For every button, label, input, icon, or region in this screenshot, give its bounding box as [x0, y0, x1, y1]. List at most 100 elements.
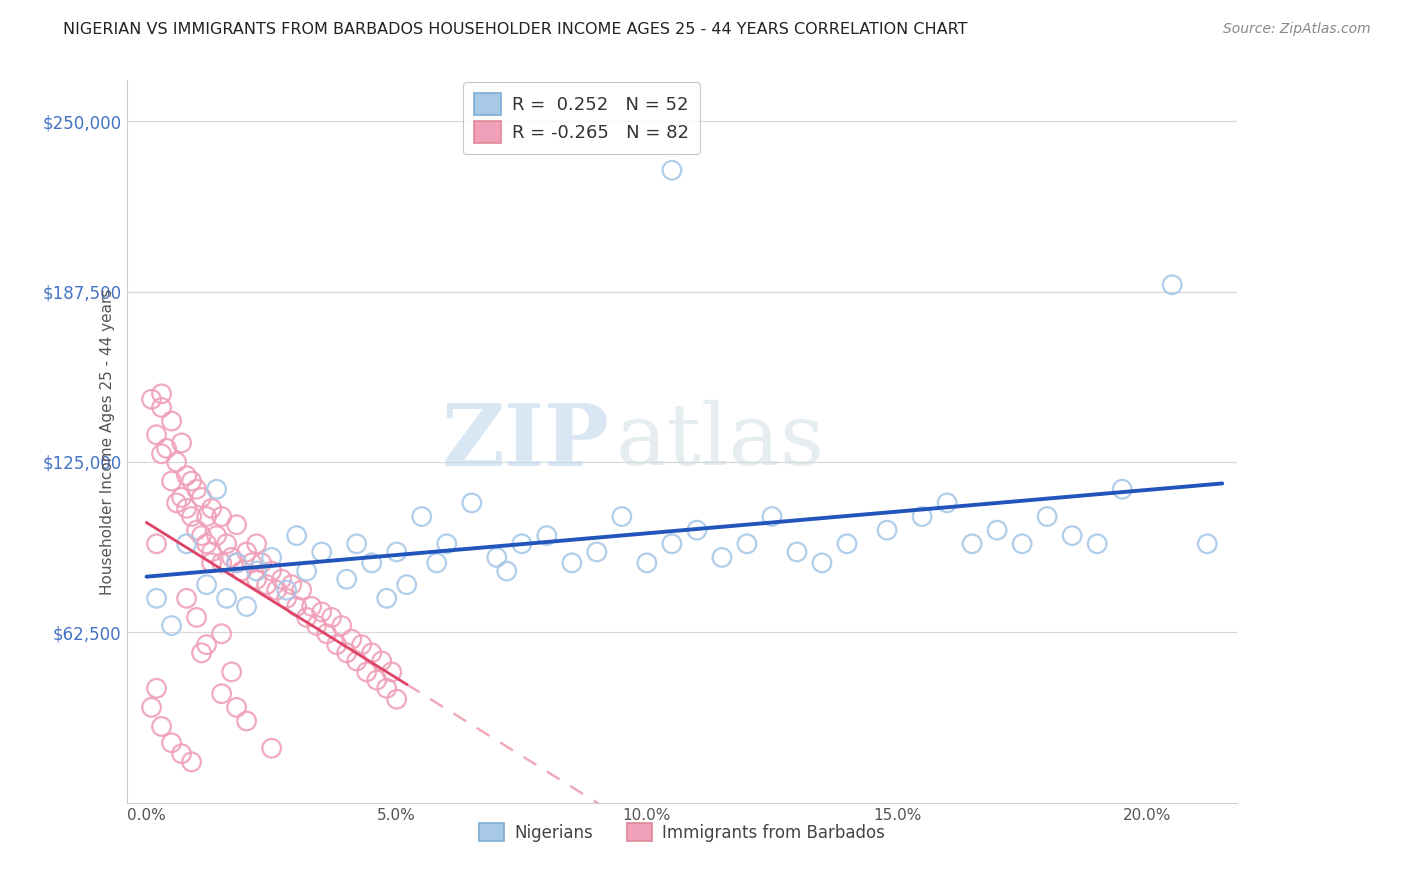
Point: [311, 545, 333, 559]
Point: [231, 564, 253, 578]
Point: [1011, 537, 1033, 551]
Point: [225, 556, 247, 570]
Point: [280, 577, 302, 591]
Point: [141, 700, 163, 714]
Point: [285, 528, 308, 542]
Point: [350, 638, 373, 652]
Point: [295, 564, 318, 578]
Y-axis label: Householder Income Ages 25 - 44 years: Householder Income Ages 25 - 44 years: [100, 288, 115, 595]
Point: [211, 687, 233, 701]
Point: [200, 501, 222, 516]
Point: [176, 501, 198, 516]
Point: [240, 556, 263, 570]
Point: [190, 491, 212, 505]
Point: [1197, 537, 1219, 551]
Point: [360, 646, 382, 660]
Point: [145, 591, 167, 606]
Point: [260, 741, 283, 756]
Point: [510, 537, 533, 551]
Point: [150, 401, 173, 415]
Point: [276, 591, 298, 606]
Point: [215, 537, 238, 551]
Point: [260, 564, 283, 578]
Point: [141, 392, 163, 407]
Point: [876, 523, 898, 537]
Point: [536, 528, 558, 542]
Point: [301, 599, 323, 614]
Point: [291, 583, 314, 598]
Point: [346, 537, 368, 551]
Point: [426, 556, 449, 570]
Point: [166, 496, 188, 510]
Point: [661, 163, 683, 178]
Point: [145, 537, 167, 551]
Point: [385, 692, 408, 706]
Point: [1036, 509, 1059, 524]
Point: [686, 523, 709, 537]
Point: [375, 591, 398, 606]
Point: [461, 496, 484, 510]
Point: [160, 736, 183, 750]
Point: [205, 528, 228, 542]
Point: [786, 545, 808, 559]
Point: [180, 755, 202, 769]
Point: [340, 632, 363, 647]
Point: [270, 572, 292, 586]
Point: [195, 509, 218, 524]
Point: [215, 591, 238, 606]
Point: [246, 564, 269, 578]
Point: [176, 591, 198, 606]
Point: [710, 550, 733, 565]
Point: [225, 556, 247, 570]
Point: [190, 528, 212, 542]
Text: NIGERIAN VS IMMIGRANTS FROM BARBADOS HOUSEHOLDER INCOME AGES 25 - 44 YEARS CORRE: NIGERIAN VS IMMIGRANTS FROM BARBADOS HOU…: [63, 22, 967, 37]
Point: [336, 646, 359, 660]
Point: [485, 550, 508, 565]
Point: [235, 545, 257, 559]
Point: [366, 673, 388, 687]
Point: [385, 545, 408, 559]
Point: [330, 618, 353, 632]
Point: [1062, 528, 1084, 542]
Point: [311, 605, 333, 619]
Point: [636, 556, 658, 570]
Legend: Nigerians, Immigrants from Barbados: Nigerians, Immigrants from Barbados: [472, 817, 891, 848]
Point: [225, 700, 247, 714]
Point: [150, 719, 173, 733]
Point: [180, 474, 202, 488]
Point: [285, 599, 308, 614]
Point: [936, 496, 959, 510]
Point: [315, 626, 337, 640]
Point: [375, 681, 398, 696]
Point: [170, 747, 193, 761]
Point: [211, 626, 233, 640]
Point: [370, 654, 392, 668]
Point: [960, 537, 983, 551]
Point: [356, 665, 378, 679]
Point: [336, 572, 359, 586]
Point: [160, 618, 183, 632]
Point: [266, 583, 288, 598]
Point: [211, 556, 233, 570]
Point: [495, 564, 517, 578]
Point: [295, 610, 318, 624]
Point: [246, 572, 269, 586]
Point: [250, 556, 273, 570]
Point: [221, 665, 243, 679]
Point: [305, 618, 328, 632]
Point: [186, 523, 208, 537]
Point: [811, 556, 834, 570]
Text: Source: ZipAtlas.com: Source: ZipAtlas.com: [1223, 22, 1371, 37]
Point: [835, 537, 858, 551]
Point: [276, 583, 298, 598]
Point: [346, 654, 368, 668]
Point: [1085, 537, 1108, 551]
Point: [586, 545, 609, 559]
Point: [256, 577, 278, 591]
Point: [436, 537, 458, 551]
Point: [321, 610, 343, 624]
Point: [235, 599, 257, 614]
Point: [170, 491, 193, 505]
Text: atlas: atlas: [616, 400, 824, 483]
Point: [176, 537, 198, 551]
